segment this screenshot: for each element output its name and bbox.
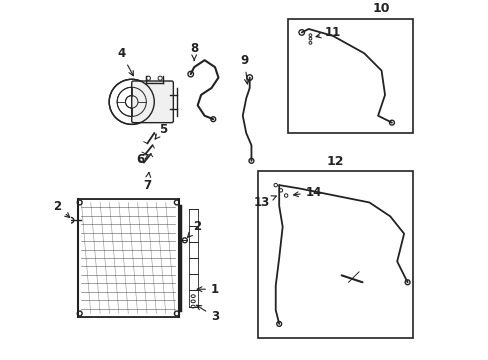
- Text: 2: 2: [53, 200, 70, 217]
- Text: 8: 8: [190, 41, 198, 60]
- Circle shape: [174, 311, 179, 316]
- Circle shape: [174, 200, 179, 205]
- Text: 3: 3: [196, 305, 219, 324]
- Circle shape: [77, 311, 82, 316]
- Text: 6: 6: [136, 153, 148, 166]
- Text: 7: 7: [143, 172, 151, 192]
- Text: 12: 12: [326, 155, 344, 168]
- Text: 9: 9: [240, 54, 249, 84]
- Text: 11: 11: [315, 26, 341, 39]
- Text: 5: 5: [155, 123, 167, 139]
- FancyBboxPatch shape: [131, 81, 173, 123]
- Text: 10: 10: [372, 2, 389, 15]
- Text: 1: 1: [197, 283, 219, 296]
- Text: 13: 13: [253, 196, 276, 209]
- Text: 2: 2: [187, 220, 202, 237]
- Bar: [258, 171, 412, 338]
- Text: 14: 14: [293, 185, 322, 199]
- Circle shape: [77, 200, 82, 205]
- Text: 4: 4: [117, 47, 133, 76]
- Bar: [287, 19, 412, 133]
